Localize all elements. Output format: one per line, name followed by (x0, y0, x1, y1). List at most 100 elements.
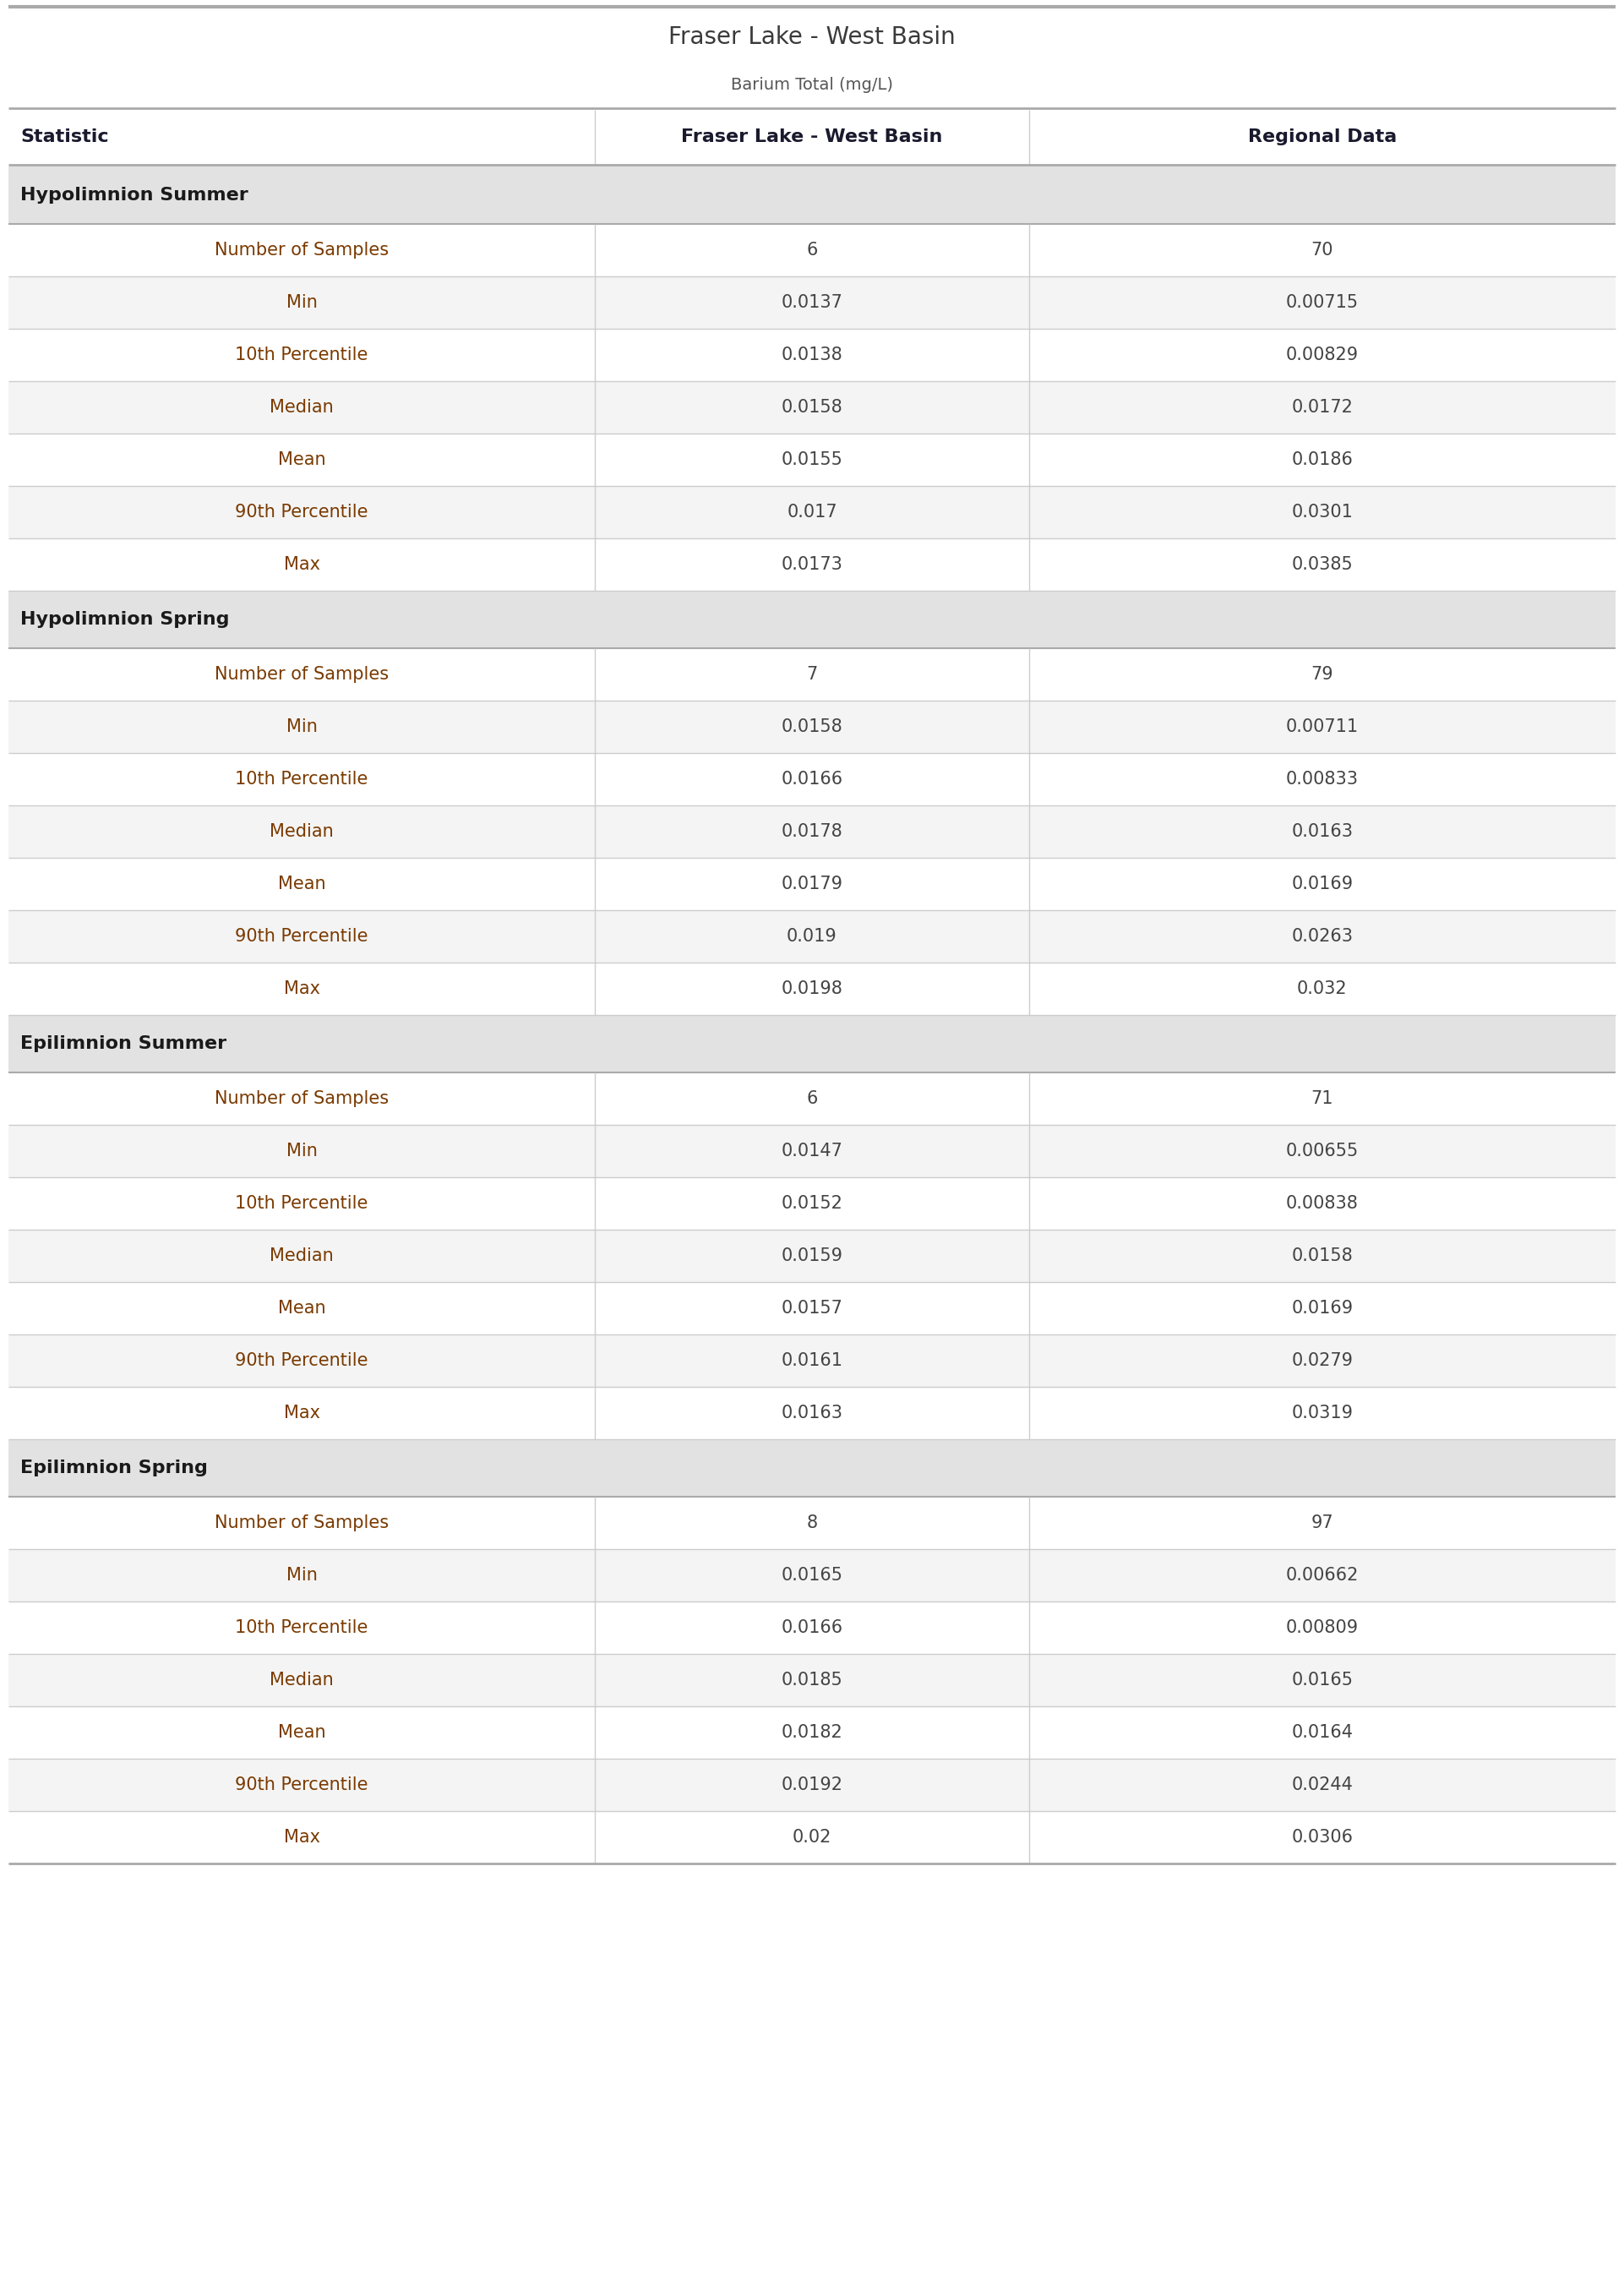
Text: 0.0166: 0.0166 (781, 1619, 843, 1637)
Text: Number of Samples: Number of Samples (214, 1514, 388, 1532)
Text: 0.0152: 0.0152 (781, 1194, 843, 1212)
Text: 70: 70 (1311, 241, 1333, 259)
Text: 0.00838: 0.00838 (1286, 1194, 1359, 1212)
Text: 0.00711: 0.00711 (1286, 717, 1359, 735)
Text: 0.0137: 0.0137 (781, 295, 843, 311)
Text: Fraser Lake - West Basin: Fraser Lake - West Basin (669, 25, 955, 50)
Text: Mean: Mean (278, 452, 326, 468)
Text: 0.0182: 0.0182 (781, 1723, 843, 1741)
Text: 0.019: 0.019 (786, 928, 838, 944)
Text: Median: Median (270, 1249, 335, 1264)
Text: 79: 79 (1311, 665, 1333, 683)
Bar (8, 1126, 1616, 1178)
Text: 0.0155: 0.0155 (781, 452, 843, 468)
Text: Statistic: Statistic (19, 129, 109, 145)
Text: 0.017: 0.017 (786, 504, 838, 520)
Text: 0.0178: 0.0178 (781, 824, 843, 840)
Text: 0.0158: 0.0158 (781, 717, 843, 735)
Text: 0.0179: 0.0179 (781, 876, 843, 892)
Bar (8, 434, 1616, 486)
Bar (8, 1283, 1616, 1335)
Text: Min: Min (286, 1566, 317, 1584)
Text: 90th Percentile: 90th Percentile (235, 928, 369, 944)
Text: 0.0306: 0.0306 (1291, 1830, 1353, 1846)
Text: Barium Total (mg/L): Barium Total (mg/L) (731, 77, 893, 93)
Text: Min: Min (286, 295, 317, 311)
Text: 90th Percentile: 90th Percentile (235, 1777, 369, 1793)
Bar (8, 1071, 1616, 1126)
Text: Mean: Mean (278, 1723, 326, 1741)
Text: 0.032: 0.032 (1298, 981, 1348, 997)
Text: 6: 6 (807, 241, 817, 259)
Text: 0.0157: 0.0157 (781, 1301, 843, 1317)
Text: 0.0165: 0.0165 (781, 1566, 843, 1584)
Text: Number of Samples: Number of Samples (214, 241, 388, 259)
Text: 0.0138: 0.0138 (781, 347, 843, 363)
Text: 0.02: 0.02 (793, 1830, 831, 1846)
Text: 0.0279: 0.0279 (1291, 1353, 1353, 1369)
Bar (8, 858, 1616, 910)
Bar (8, 538, 1616, 590)
Bar (8, 1603, 1616, 1655)
Bar (8, 486, 1616, 538)
Text: 10th Percentile: 10th Percentile (235, 347, 369, 363)
Text: 10th Percentile: 10th Percentile (235, 1619, 369, 1637)
Text: Hypolimnion Summer: Hypolimnion Summer (19, 186, 248, 204)
Text: Max: Max (284, 981, 320, 997)
Text: Hypolimnion Spring: Hypolimnion Spring (19, 611, 229, 629)
Text: 8: 8 (807, 1514, 817, 1532)
Bar (8, 1335, 1616, 1387)
Text: 0.0164: 0.0164 (1291, 1723, 1353, 1741)
Text: Min: Min (286, 1142, 317, 1160)
Text: 10th Percentile: 10th Percentile (235, 1194, 369, 1212)
Text: 0.0244: 0.0244 (1291, 1777, 1353, 1793)
Text: 90th Percentile: 90th Percentile (235, 504, 369, 520)
Text: Median: Median (270, 1671, 335, 1689)
Bar (8, 225, 1616, 277)
Bar (8, 962, 1616, 1015)
Bar (8, 1496, 1616, 1548)
Bar (8, 109, 1616, 166)
Text: Epilimnion Spring: Epilimnion Spring (19, 1460, 208, 1476)
Text: 0.0163: 0.0163 (781, 1405, 843, 1421)
Text: 0.00809: 0.00809 (1286, 1619, 1359, 1637)
Text: 90th Percentile: 90th Percentile (235, 1353, 369, 1369)
Bar (8, 1759, 1616, 1811)
Bar (8, 1655, 1616, 1707)
Text: 71: 71 (1311, 1090, 1333, 1108)
Bar (8, 381, 1616, 434)
Text: 0.0161: 0.0161 (781, 1353, 843, 1369)
Text: 0.00829: 0.00829 (1286, 347, 1359, 363)
Text: 0.0159: 0.0159 (781, 1249, 843, 1264)
Bar (8, 166, 1616, 225)
Bar (8, 66, 1616, 109)
Bar (8, 649, 1616, 701)
Bar (8, 590, 1616, 649)
Bar (8, 1811, 1616, 1864)
Text: 0.00662: 0.00662 (1286, 1566, 1359, 1584)
Bar (8, 701, 1616, 754)
Bar (8, 806, 1616, 858)
Text: 0.0319: 0.0319 (1291, 1405, 1353, 1421)
Text: Regional Data: Regional Data (1247, 129, 1397, 145)
Text: 10th Percentile: 10th Percentile (235, 772, 369, 788)
Bar (8, 910, 1616, 962)
Text: 0.0192: 0.0192 (781, 1777, 843, 1793)
Text: 0.0158: 0.0158 (1291, 1249, 1353, 1264)
Text: 0.0169: 0.0169 (1291, 1301, 1353, 1317)
Text: 0.0147: 0.0147 (781, 1142, 843, 1160)
Text: 0.0169: 0.0169 (1291, 876, 1353, 892)
Bar (8, 329, 1616, 381)
Text: 0.0172: 0.0172 (1291, 400, 1353, 415)
Text: Median: Median (270, 400, 335, 415)
Text: 0.0301: 0.0301 (1291, 504, 1353, 520)
Bar (8, 1230, 1616, 1283)
Bar (8, 1548, 1616, 1603)
Bar (8, 1387, 1616, 1439)
Text: 7: 7 (807, 665, 817, 683)
Text: 0.0163: 0.0163 (1291, 824, 1353, 840)
Text: 0.0186: 0.0186 (1291, 452, 1353, 468)
Text: 0.00833: 0.00833 (1286, 772, 1359, 788)
Bar (8, 1015, 1616, 1071)
Text: Number of Samples: Number of Samples (214, 1090, 388, 1108)
